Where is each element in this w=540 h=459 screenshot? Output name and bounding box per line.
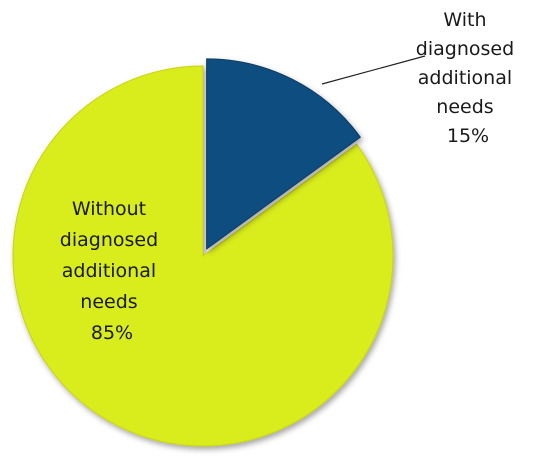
label-without-needs-line-2: diagnosed [60, 229, 158, 251]
slice-without-needs-wedge [12, 65, 394, 447]
label-with-needs: With diagnosed additional needs 15% [416, 9, 520, 147]
label-without-needs-line-1: Without [72, 198, 146, 220]
label-with-needs-line-1: With [443, 9, 486, 31]
label-without-needs-line-4: needs [80, 291, 137, 313]
label-without-needs: Without diagnosed additional needs 85% [60, 198, 164, 344]
label-with-needs-line-3: additional [418, 67, 512, 89]
label-with-needs-value: 15% [447, 125, 489, 147]
label-without-needs-line-3: additional [62, 260, 156, 282]
label-with-needs-line-2: diagnosed [416, 38, 514, 60]
slice-without-needs [12, 65, 394, 447]
slice-with-needs-wedge [206, 58, 362, 250]
leader-line [321, 55, 426, 85]
label-without-needs-value: 85% [91, 322, 133, 344]
label-with-needs-line-4: needs [436, 96, 493, 118]
slice-with-needs [206, 58, 362, 250]
